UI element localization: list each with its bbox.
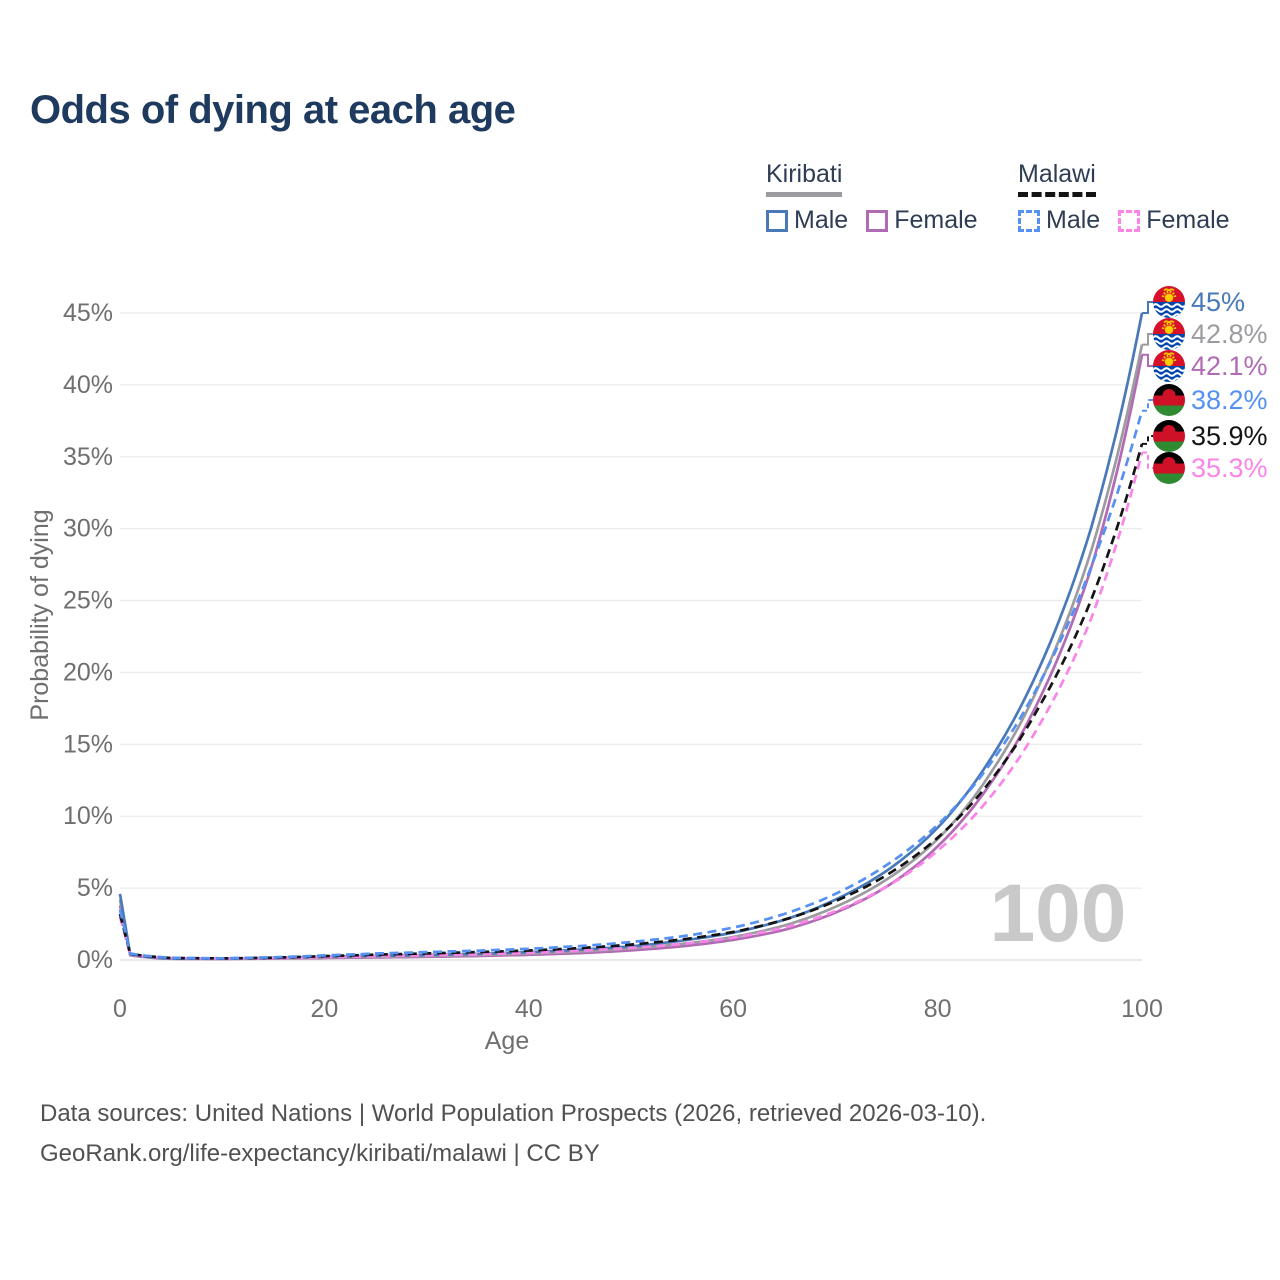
- x-tick-label: 100: [1121, 995, 1163, 1023]
- x-tick-label: 40: [515, 995, 543, 1023]
- y-axis-title: Probability of dying: [26, 509, 54, 720]
- odds-of-dying-chart: 0% 5% 10% 15% 20% 25% 30% 35% 40% 45% 0 20 40 60 80 100…: [26, 286, 1268, 1055]
- page-title: Odds of dying at each age: [30, 88, 516, 132]
- y-tick-label: 0%: [77, 946, 113, 974]
- end-value-label-malawi-both-sexes: 35.9%: [1191, 421, 1268, 451]
- end-connector-kiribati-female: [1142, 353, 1153, 367]
- malawi-flag-icon: [1153, 452, 1185, 484]
- kiribati-flag-icon: [1153, 286, 1185, 318]
- legend-item-kiribati-male[interactable]: Male: [766, 206, 848, 235]
- end-value-label-malawi-male: 38.2%: [1191, 385, 1268, 415]
- y-tick-label: 30%: [63, 515, 113, 543]
- y-tick-label: 45%: [63, 299, 113, 327]
- y-tick-label: 40%: [63, 371, 113, 399]
- data-source-note: Data sources: United Nations | World Pop…: [40, 1094, 986, 1174]
- curve-malawi-both-sexes: [118, 443, 1144, 960]
- curve-malawi-female: [118, 452, 1144, 960]
- end-value-label-malawi-female: 35.3%: [1191, 453, 1268, 483]
- kiribati-flag-icon: [1153, 318, 1185, 350]
- end-connector-kiribati-male: [1142, 301, 1153, 314]
- malawi-male-swatch-icon: [1018, 209, 1040, 232]
- legend-item-malawi-male[interactable]: Male: [1018, 206, 1100, 235]
- y-tick-label: 10%: [63, 802, 113, 830]
- kiribati-flag-icon: [1153, 350, 1185, 382]
- legend-group-malawi: Malawi Male Female: [1018, 160, 1230, 235]
- curve-kiribati-male: [118, 312, 1144, 961]
- y-tick-label: 20%: [63, 658, 113, 686]
- attribution-line: GeoRank.org/life-expectancy/kiribati/mal…: [40, 1140, 600, 1167]
- x-tick-label: 60: [719, 995, 747, 1023]
- curve-kiribati-both-sexes: [118, 344, 1144, 961]
- legend-item-kiribati-female[interactable]: Female: [866, 206, 978, 235]
- x-axis: 0 20 40 60 80 100: [113, 995, 1163, 1023]
- legend-group-kiribati: Kiribati Male Female: [766, 160, 978, 235]
- legend-item-malawi-female[interactable]: Female: [1118, 206, 1230, 235]
- x-tick-label: 0: [113, 995, 127, 1023]
- malawi-female-swatch-icon: [1118, 209, 1141, 232]
- end-connector-malawi-male: [1142, 399, 1153, 412]
- malawi-flag-icon: [1153, 420, 1185, 452]
- legend-item-label: Male: [1046, 206, 1101, 234]
- y-gridlines: 0% 5% 10% 15% 20% 25% 30% 35% 40% 45%: [63, 299, 1142, 974]
- source-line: Data sources: United Nations | World Pop…: [40, 1100, 987, 1127]
- legend-item-label: Female: [894, 206, 978, 234]
- end-connector-malawi-both-sexes: [1142, 435, 1153, 445]
- x-tick-label: 80: [924, 995, 952, 1023]
- curve-malawi-male: [118, 410, 1144, 960]
- y-tick-label: 5%: [77, 874, 113, 902]
- legend-item-label: Male: [794, 206, 849, 234]
- y-tick-label: 35%: [63, 443, 113, 471]
- legend-country-malawi[interactable]: Malawi: [1018, 160, 1096, 197]
- legend-item-label: Female: [1146, 206, 1230, 234]
- x-axis-title: Age: [485, 1027, 529, 1055]
- end-value-label-kiribati-both-sexes: 42.8%: [1191, 319, 1268, 349]
- kiribati-female-swatch-icon: [866, 209, 889, 232]
- legend-country-kiribati[interactable]: Kiribati: [766, 160, 843, 197]
- end-value-label-kiribati-male: 45%: [1191, 287, 1245, 317]
- end-connector-malawi-female: [1142, 451, 1153, 469]
- y-tick-label: 25%: [63, 587, 113, 615]
- end-value-label-kiribati-female: 42.1%: [1191, 351, 1268, 381]
- x-tick-label: 20: [310, 995, 338, 1023]
- age-watermark: 100: [990, 868, 1127, 959]
- end-connector-kiribati-both-sexes: [1142, 333, 1153, 346]
- malawi-flag-icon: [1153, 384, 1185, 416]
- y-tick-label: 15%: [63, 730, 113, 758]
- kiribati-male-swatch-icon: [766, 209, 788, 232]
